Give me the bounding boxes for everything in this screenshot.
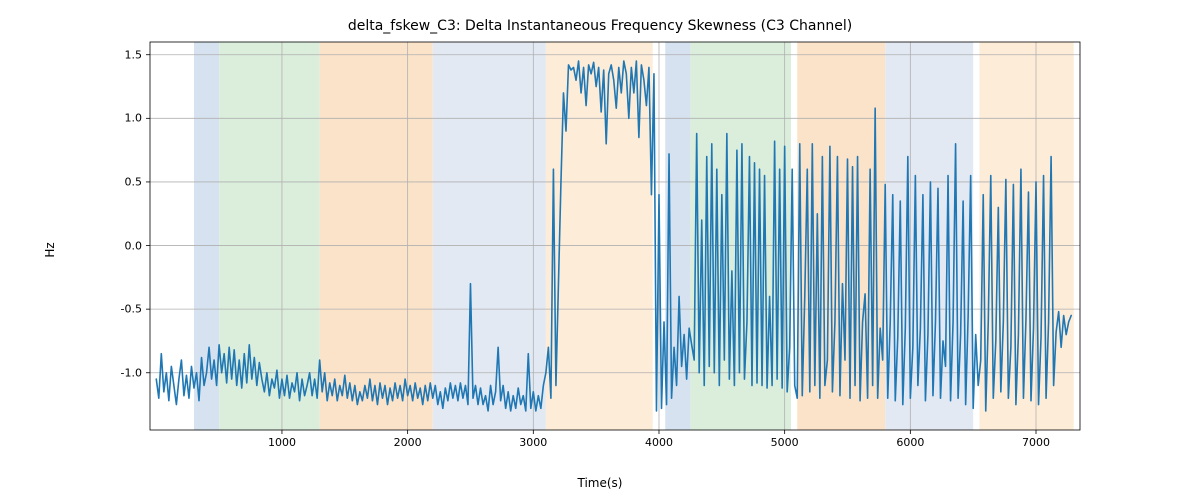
x-tick-label: 5000 — [771, 436, 799, 449]
x-tick-label: 7000 — [1022, 436, 1050, 449]
y-tick-label: 0.5 — [110, 175, 142, 188]
y-tick-label: -0.5 — [110, 303, 142, 316]
x-axis-label: Time(s) — [0, 476, 1200, 490]
y-tick-label: 1.0 — [110, 112, 142, 125]
y-tick-label: 0.0 — [110, 239, 142, 252]
figure: delta_fskew_C3: Delta Instantaneous Freq… — [0, 0, 1200, 500]
y-axis-label-text: Hz — [43, 242, 57, 257]
y-tick-label: 1.5 — [110, 48, 142, 61]
x-tick-label: 4000 — [645, 436, 673, 449]
chart-title: delta_fskew_C3: Delta Instantaneous Freq… — [0, 18, 1200, 34]
plot-area — [150, 42, 1080, 430]
spine-layer — [150, 42, 1080, 430]
x-tick-label: 2000 — [394, 436, 422, 449]
y-tick-label: -1.0 — [110, 366, 142, 379]
x-tick-label: 6000 — [896, 436, 924, 449]
y-axis-label: Hz — [42, 0, 57, 500]
axes-border — [150, 42, 1080, 430]
x-tick-label: 3000 — [519, 436, 547, 449]
x-tick-label: 1000 — [268, 436, 296, 449]
